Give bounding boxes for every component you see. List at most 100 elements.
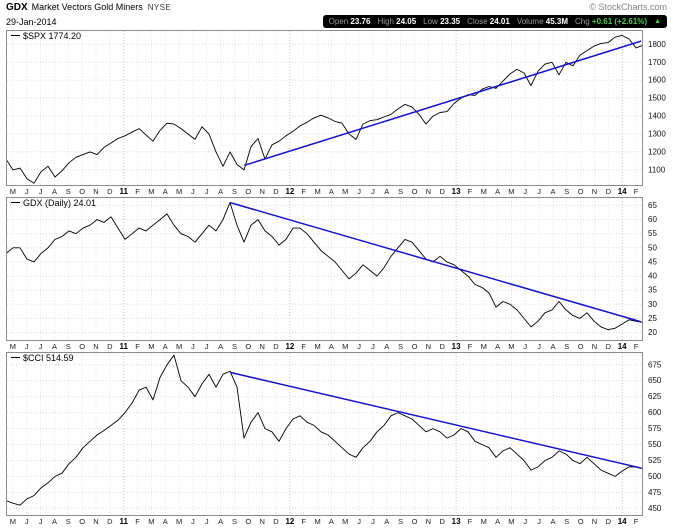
x-axis-label: J [523,187,528,196]
x-axis-label: S [65,342,71,351]
x-axis-label: D [273,187,279,196]
x-axis-label: N [591,187,598,196]
x-axis-labels-row-3: M J J A S O N D 11 F M A M J J A S O N D 12 F M A M J J A S O N D 13 F M A M… [0,516,673,527]
x-axis-label: M [342,517,349,526]
cci-chart-panel: $CCI 514.59 675 650 625 600 575 550 525 500 475 4… [6,352,673,516]
y-axis-tick-label: 40 [648,272,657,281]
x-axis-label: N [259,342,265,351]
x-axis-label: J [537,517,541,526]
x-axis-label: F [467,517,473,526]
x-axis-label: 14 [617,517,627,526]
x-axis-label: A [218,517,224,526]
x-axis-label: N [93,517,99,526]
x-axis-label: O [411,517,418,526]
x-axis-label: D [107,342,113,351]
exchange-label: NYSE [147,3,172,12]
price-line [6,34,644,184]
x-axis-label: N [259,517,265,526]
x-axis-label: N [425,342,432,351]
x-axis-label: M [314,342,321,351]
quote-value: 23.76 [350,17,371,26]
y-axis-tick-label: 65 [648,201,657,210]
x-axis-label: O [79,187,86,196]
quote-value: 24.01 [489,17,510,26]
x-axis-label: 12 [285,187,295,196]
quote-item: Low 23.35 [423,17,460,26]
x-axis-label: 13 [451,342,461,351]
x-axis-label: M [9,342,17,351]
x-axis-label: F [633,517,639,526]
gdx-legend: GDX (Daily) 24.01 [11,198,96,208]
y-axis-tick-label: 1100 [648,165,666,174]
x-axis-label: D [107,517,113,526]
x-axis-label: 14 [617,342,627,351]
x-axis-label: J [24,517,29,526]
x-axis-label: M [148,517,155,526]
y-axis-tick-label: 575 [648,424,662,433]
x-axis-label: A [162,187,168,196]
x-axis-label: O [577,342,584,351]
chart-date: 29-Jan-2014 [6,17,57,27]
x-axis-label: A [384,187,390,196]
x-axis-label: M [508,342,515,351]
x-axis-label: N [93,342,99,351]
x-axis-label: D [605,517,612,526]
x-axis-label: O [577,187,584,196]
x-axis-label: J [191,342,195,351]
x-axis-label: M [9,187,17,196]
x-axis-label: M [175,517,183,526]
x-axis-label: O [79,342,86,351]
y-axis-tick-label: 1600 [648,76,666,85]
x-axis-label: M [314,517,321,526]
x-axis-label: A [218,187,224,196]
x-axis-label: D [605,187,612,196]
x-axis-label: 14 [617,187,627,196]
panel-border [6,197,643,341]
x-axis-label: N [425,517,432,526]
y-axis-tick-label: 500 [648,472,662,481]
y-axis-tick-label: 475 [648,488,662,497]
copyright-notice: © StockCharts.com [589,2,667,12]
y-axis-tick-label: 50 [648,243,657,252]
quote-summary-bar: Open 23.76 High 24.05 Low 23.35 Close 24.01… [322,15,667,28]
y-axis-tick-label: 20 [648,328,657,337]
y-axis-tick-label: 525 [648,456,662,465]
y-axis-tick-label: 55 [648,229,657,238]
y-axis-tick-label: 450 [648,504,662,513]
quote-item: Close 24.01 [467,17,510,26]
x-axis-label: A [550,342,556,351]
gdx-chart-panel: GDX (Daily) 24.01 65 60 55 50 45 40 35 30 25 20 [6,197,673,341]
x-axis-label: M [148,187,155,196]
x-axis-label: J [357,517,361,526]
y-axis-tick-label: 30 [648,300,657,309]
line-swatch-icon [11,202,20,204]
x-axis-label: N [259,187,265,196]
x-axis-label: S [564,187,570,196]
x-axis-label: F [135,187,140,196]
ticker-symbol: GDX [6,2,28,13]
x-axis-label: F [301,187,306,196]
x-axis-label: N [93,187,99,196]
gdx-legend-label: GDX (Daily) 24.01 [23,198,97,208]
x-axis-label: A [51,342,58,351]
x-axis-label: J [523,342,528,351]
y-axis-tick-label: 600 [648,408,662,417]
x-axis-label: F [301,517,306,526]
x-axis-label: F [135,342,140,351]
x-axis-label: J [24,342,29,351]
quote-label: Low [423,17,438,26]
x-axis-label: N [591,342,598,351]
x-axis-label: A [328,517,334,526]
x-axis-label: 12 [285,517,295,526]
y-axis-tick-label: 25 [648,314,657,323]
trendline [229,201,642,323]
x-axis-label: A [218,342,224,351]
x-axis-label: M [508,517,515,526]
y-axis-tick-label: 650 [648,376,662,385]
trendline [243,40,642,167]
x-axis-label: 13 [451,517,461,526]
price-line [6,202,644,331]
x-axis-label: F [135,517,140,526]
x-axis-label: D [273,342,279,351]
